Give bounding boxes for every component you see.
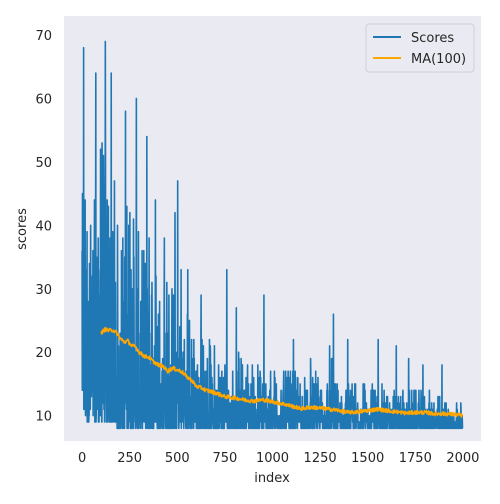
tick-layer: 0 250 500 750 1000 1250 1500 1750 2000 10 20 30 40 50… [35, 29, 479, 466]
y-tick-label: 10 [35, 410, 52, 425]
y-tick-label: 40 [35, 219, 52, 234]
x-tick-label: 750 [212, 451, 237, 466]
series-line-scores [81, 40, 464, 430]
legend-label-ma100: MA(100) [411, 52, 466, 67]
x-tick-label: 2000 [446, 451, 479, 466]
x-tick-label: 500 [165, 451, 190, 466]
x-tick-label: 0 [78, 451, 86, 466]
x-tick-label: 1500 [351, 451, 384, 466]
x-tick-label: 250 [117, 451, 142, 466]
y-tick-label: 50 [35, 156, 52, 171]
y-tick-label: 20 [35, 346, 52, 361]
series-line-ma100 [100, 326, 464, 418]
y-tick-label: 30 [35, 283, 52, 298]
series-layer [81, 40, 464, 430]
x-tick-label: 1750 [399, 451, 432, 466]
y-tick-label: 60 [35, 92, 52, 107]
legend-label-scores: Scores [411, 31, 454, 46]
y-axis-label: scores [15, 208, 30, 250]
x-tick-label: 1250 [304, 451, 337, 466]
x-tick-label: 1000 [256, 451, 289, 466]
legend: Scores MA(100) [365, 23, 475, 73]
x-axis-label: index [254, 471, 290, 486]
y-tick-label: 70 [35, 29, 52, 44]
